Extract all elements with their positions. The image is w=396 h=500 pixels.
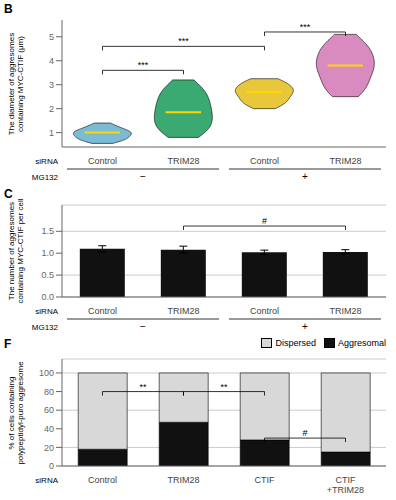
svg-text:siRNA: siRNA (35, 476, 58, 485)
svg-text:TRIM28: TRIM28 (167, 156, 199, 166)
html-text:F: F (4, 337, 12, 351)
svg-text:0.0: 0.0 (41, 292, 54, 302)
svg-text:+: + (302, 171, 308, 182)
html-text:The number of aggresomes conta: The number of aggresomes containing MYC-… (7, 198, 25, 304)
svg-text:20: 20 (44, 443, 54, 453)
svg-text:0.5: 0.5 (41, 270, 54, 280)
svg-text:Control: Control (88, 475, 117, 485)
svg-text:1: 1 (49, 128, 54, 138)
svg-text:0: 0 (49, 461, 54, 471)
svg-text:MG132: MG132 (32, 173, 59, 182)
svg-text:Control: Control (250, 156, 279, 166)
svg-text:***: *** (300, 22, 311, 32)
svg-text:Control: Control (250, 306, 279, 316)
svg-text:5: 5 (49, 32, 54, 42)
svg-text:**: ** (220, 382, 228, 392)
svg-text:***: *** (138, 60, 149, 70)
svg-text:Control: Control (88, 306, 117, 316)
svg-text:100: 100 (39, 368, 54, 378)
svg-text:CTIF: CTIF (336, 475, 356, 485)
svg-text:#: # (262, 216, 267, 226)
svg-text:TRIM28: TRIM28 (167, 306, 199, 316)
svg-text:−: − (140, 321, 146, 332)
svg-text:1.5: 1.5 (41, 226, 54, 236)
html-text:Aggresomal: Aggresomal (338, 338, 386, 348)
svg-text:−: − (140, 171, 146, 182)
html-text:The diameter of aggresomes con: The diameter of aggresomes containing MY… (7, 32, 25, 135)
svg-text:siRNA: siRNA (35, 157, 58, 166)
svg-text:4: 4 (49, 56, 54, 66)
html-text:B: B (4, 2, 13, 16)
svg-text:1.0: 1.0 (41, 248, 54, 258)
svg-text:TRIM28: TRIM28 (167, 475, 199, 485)
svg-text:TRIM28: TRIM28 (329, 156, 361, 166)
svg-text:3: 3 (49, 80, 54, 90)
svg-text:TRIM28: TRIM28 (329, 306, 361, 316)
svg-text:+TRIM28: +TRIM28 (327, 485, 364, 495)
svg-text:**: ** (139, 382, 147, 392)
svg-text:80: 80 (44, 387, 54, 397)
html-text:C: C (4, 187, 13, 201)
svg-text:#: # (302, 428, 307, 438)
html-text:% of cells containing polypept: % of cells containing polypeptidyl-puro … (7, 360, 25, 465)
svg-text:+: + (302, 321, 308, 332)
svg-text:***: *** (178, 36, 189, 46)
svg-text:Control: Control (88, 156, 117, 166)
svg-text:40: 40 (44, 424, 54, 434)
svg-text:MG132: MG132 (32, 323, 59, 332)
svg-text:2: 2 (49, 104, 54, 114)
svg-text:60: 60 (44, 405, 54, 415)
html-text:Dispersed: Dispersed (275, 338, 316, 348)
svg-text:CTIF: CTIF (255, 475, 275, 485)
svg-text:siRNA: siRNA (35, 307, 58, 316)
